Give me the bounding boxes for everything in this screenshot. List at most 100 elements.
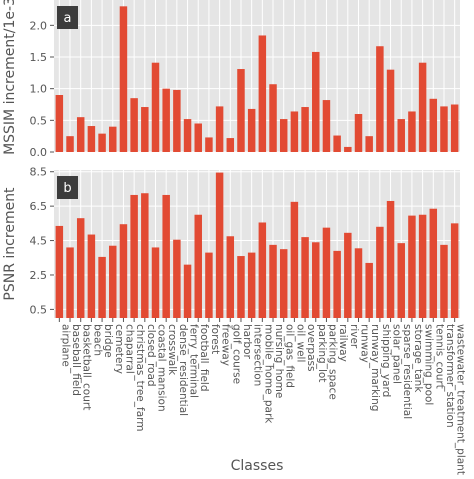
- bar-a-runway_marking: [365, 136, 373, 152]
- bar-a-golf_course: [226, 138, 235, 152]
- bar-a-nursing_home: [269, 84, 277, 152]
- bar-a-coastal_mansion: [151, 62, 160, 153]
- xtick-label: forest: [209, 324, 221, 354]
- xtick-label: transformer_station: [444, 324, 456, 428]
- bar-b-overpass: [301, 237, 309, 318]
- bar-b-swimming_pool: [418, 214, 427, 318]
- xtick-label: airplane: [59, 324, 71, 367]
- panel-a-ytick-label: 1.0: [30, 83, 48, 96]
- bar-b-runway_marking: [365, 262, 373, 318]
- bar-a-chaparral: [119, 6, 128, 153]
- panel-a-ytick-label: 0.5: [30, 114, 48, 127]
- panel-a-ytick-label: 1.5: [30, 51, 48, 64]
- panel-b-tag: b: [63, 181, 71, 196]
- bar-a-sparse_residential: [397, 119, 405, 152]
- panel-a-tag-box: [57, 6, 78, 29]
- bar-a-wastewater_treatment_plant: [450, 104, 459, 152]
- bar-a-oil_gas_field: [279, 119, 288, 152]
- bar-b-closed_road: [141, 193, 149, 318]
- xtick-label: oil_well: [294, 324, 306, 362]
- xtick-label: bridge: [102, 324, 114, 358]
- bar-b-golf_course: [226, 236, 235, 318]
- xtick-label: freeway: [220, 324, 232, 366]
- bar-b-sparse_residential: [397, 243, 405, 318]
- bar-b-airplane: [55, 225, 64, 318]
- xtick-label: crosswalk: [166, 324, 178, 376]
- bar-b-mobile_home_park: [258, 222, 267, 318]
- bar-a-parking_space: [322, 100, 331, 152]
- bar-a-overpass: [301, 107, 309, 152]
- bar-b-christmas_tree_farm: [130, 194, 138, 318]
- xtick-label: harbor: [241, 324, 253, 359]
- bar-a-closed_road: [141, 107, 149, 152]
- xtick-label: wastewater_treatment_plant: [455, 324, 467, 475]
- panel-b-ytick-label: 0.5: [30, 303, 48, 316]
- bar-b-coastal_mansion: [151, 247, 160, 318]
- bar-b-baseball_field: [66, 247, 74, 318]
- bar-a-runway: [354, 114, 363, 152]
- bar-a-bridge: [98, 133, 106, 152]
- bar-a-parking_lot: [312, 51, 320, 152]
- bar-a-harbor: [237, 69, 245, 152]
- bar-b-harbor: [237, 256, 245, 318]
- panel-b-ytick-label: 6.5: [30, 200, 48, 213]
- xtick-label: beach: [91, 324, 103, 356]
- xtick-label: storage_tank: [412, 324, 424, 393]
- bar-a-basketball_court: [76, 117, 85, 152]
- xtick-label: dense_residential: [177, 324, 189, 416]
- bar-b-railway: [333, 250, 341, 318]
- bar-a-ferry_terminal: [183, 119, 192, 152]
- xtick-label: parking_space: [326, 324, 338, 400]
- xtick-label: closed_road: [145, 324, 157, 387]
- xtick-label: runway: [359, 324, 371, 363]
- bar-a-football_field: [194, 123, 202, 152]
- panel-a-ytick-label: 0.0: [30, 146, 48, 159]
- bar-b-wastewater_treatment_plant: [450, 223, 459, 318]
- bar-a-solar_panel: [386, 69, 395, 152]
- xtick-label: parking_lot: [316, 324, 328, 382]
- bar-b-parking_space: [322, 227, 331, 318]
- bar-a-beach: [87, 126, 96, 152]
- bar-b-oil_gas_field: [279, 249, 288, 318]
- bar-a-shipping_yard: [376, 46, 384, 152]
- xtick-label: sparse_residential: [401, 324, 413, 419]
- panel-a-ytick-label: 2.0: [30, 19, 48, 32]
- bar-b-nursing_home: [269, 244, 277, 318]
- xtick-label: chaparral: [123, 324, 135, 374]
- bar-a-cemetery: [109, 126, 117, 152]
- xtick-label: tennis_court: [433, 324, 445, 389]
- bar-b-intersection: [247, 252, 256, 318]
- bar-b-ferry_terminal: [183, 264, 192, 318]
- bar-b-shipping_yard: [376, 226, 384, 318]
- bar-b-crosswalk: [162, 194, 170, 318]
- panel-b-ylabel: PSNR increment: [2, 187, 18, 301]
- xtick-label: oil_gas_field: [284, 324, 296, 388]
- bar-b-forest: [205, 252, 213, 318]
- bar-a-forest: [205, 137, 213, 152]
- bar-b-oil_well: [290, 201, 299, 318]
- bar-b-basketball_court: [76, 218, 85, 318]
- xtick-label: solar_panel: [391, 324, 403, 384]
- bar-b-bridge: [98, 256, 106, 318]
- bar-b-tennis_court: [429, 208, 438, 318]
- bar-b-chaparral: [119, 224, 128, 318]
- bar-a-swimming_pool: [418, 62, 427, 153]
- bar-a-airplane: [55, 95, 64, 152]
- bar-a-tennis_court: [429, 98, 438, 152]
- bar-a-storage_tank: [408, 111, 416, 152]
- bar-b-parking_lot: [312, 242, 320, 318]
- bar-b-dense_residential: [173, 239, 181, 318]
- bar-a-river: [344, 146, 352, 152]
- xtick-label: railway: [337, 324, 349, 362]
- xtick-label: ferry_terminal: [188, 324, 200, 398]
- panel-b-ytick-label: 4.5: [30, 235, 48, 248]
- panel-a-ylabel: MSSIM increment/1e-3: [2, 0, 18, 155]
- xtick-label: basketball_court: [81, 324, 93, 410]
- xtick-label: mobile_home_park: [262, 324, 274, 424]
- bar-a-oil_well: [290, 111, 299, 152]
- xtick-label: intersection: [252, 324, 264, 386]
- bar-b-solar_panel: [386, 200, 395, 318]
- xtick-label: nursing_home: [273, 324, 285, 398]
